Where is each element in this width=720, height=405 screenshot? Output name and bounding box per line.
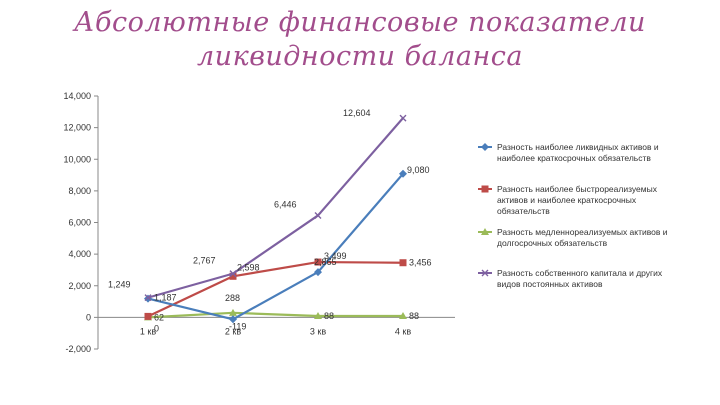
data-point-marker bbox=[229, 315, 237, 324]
y-tick-label: 8,000 bbox=[68, 186, 91, 196]
data-label: 12,604 bbox=[343, 108, 371, 118]
data-point-marker bbox=[144, 312, 152, 320]
data-label: 1,249 bbox=[108, 280, 131, 290]
data-point-marker bbox=[399, 169, 407, 178]
series-line bbox=[147, 173, 404, 321]
data-label: 0 bbox=[154, 323, 159, 333]
data-label: 9,080 bbox=[407, 165, 430, 175]
data-point-marker bbox=[481, 228, 489, 235]
y-tick-label: 14,000 bbox=[63, 91, 91, 101]
data-point-marker bbox=[229, 308, 237, 316]
data-point-marker bbox=[314, 311, 322, 319]
y-tick-label: 10,000 bbox=[63, 154, 91, 164]
series-line bbox=[147, 117, 404, 299]
data-label: 1,187 bbox=[154, 293, 177, 303]
data-point-marker bbox=[229, 272, 237, 280]
y-tick-label: -2,000 bbox=[65, 344, 91, 354]
data-label: 62 bbox=[154, 312, 164, 322]
legend-label: Разность наиболее быстрореализуемых акти… bbox=[497, 184, 659, 216]
data-label: -119 bbox=[229, 321, 246, 331]
chart-title-line1: Абсолютные финансовые показатели bbox=[74, 7, 646, 38]
data-point-marker bbox=[481, 269, 489, 277]
data-label: 288 bbox=[225, 293, 240, 303]
x-tick-label: 4 кв bbox=[395, 326, 411, 336]
y-tick-label: 2,000 bbox=[68, 281, 91, 291]
data-point-marker bbox=[399, 114, 407, 122]
chart-title-line2: ликвидности баланса bbox=[196, 41, 524, 72]
data-point-marker bbox=[314, 258, 322, 266]
series-line bbox=[147, 260, 404, 318]
data-label: 2,865 bbox=[314, 257, 337, 267]
y-tick-label: 4,000 bbox=[68, 249, 91, 259]
data-point-marker bbox=[144, 294, 152, 302]
data-label: 3,456 bbox=[409, 258, 432, 268]
y-tick-label: 0 bbox=[86, 312, 91, 322]
data-label: 2,598 bbox=[237, 262, 260, 272]
legend-label: Разность наиболее ликвидных активов и на… bbox=[497, 142, 661, 163]
data-label: 2,767 bbox=[193, 256, 216, 266]
data-point-marker bbox=[314, 268, 322, 277]
data-label: 6,446 bbox=[274, 199, 297, 209]
chart-title: Абсолютные финансовые показатели ликвидн… bbox=[0, 6, 720, 74]
y-tick-label: 6,000 bbox=[68, 218, 91, 228]
data-point-marker bbox=[481, 185, 489, 193]
legend-label: Разность медленнореализуемых активов и д… bbox=[497, 227, 670, 248]
data-point-marker bbox=[399, 311, 407, 319]
data-point-marker bbox=[481, 143, 489, 151]
x-tick-label: 2 кв bbox=[225, 326, 241, 336]
data-label: 88 bbox=[324, 311, 334, 321]
data-label: 3,499 bbox=[324, 251, 347, 261]
data-point-marker bbox=[314, 211, 322, 219]
x-tick-label: 3 кв bbox=[310, 326, 326, 336]
y-tick-label: 12,000 bbox=[63, 123, 91, 133]
data-label: 88 bbox=[409, 311, 419, 321]
x-tick-label: 1 кв bbox=[140, 326, 156, 336]
series-line bbox=[147, 311, 403, 319]
legend-label: Разность собственного капитала и других … bbox=[497, 268, 665, 289]
data-point-marker bbox=[399, 259, 407, 267]
data-point-marker bbox=[229, 270, 237, 278]
